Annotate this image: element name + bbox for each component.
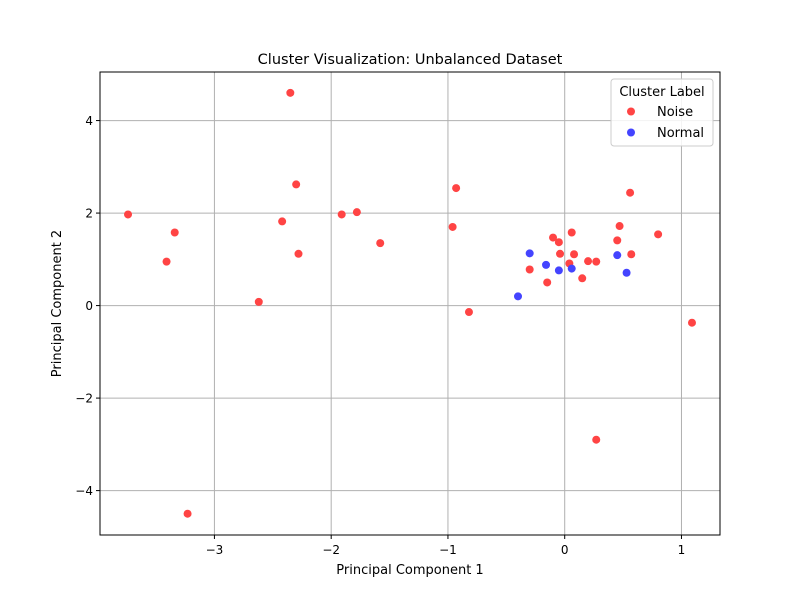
x-tick-label: −2 [322,543,340,557]
data-point-noise [592,257,601,266]
data-point-noise [570,250,579,259]
data-point-noise [567,228,576,237]
legend-title: Cluster Label [619,85,704,100]
data-point-noise [543,278,552,287]
data-point-noise [278,217,287,226]
data-point-noise [654,230,663,239]
y-tick-label: 4 [85,114,93,128]
data-point-noise [254,297,263,306]
x-tick-label: −3 [206,543,224,557]
data-point-noise [525,265,534,274]
data-point-noise [592,435,601,444]
data-point-noise [124,210,133,219]
data-point-noise [687,318,696,327]
y-tick-label: −4 [75,484,93,498]
y-tick-label: 0 [85,299,93,313]
data-point-noise [626,188,635,197]
data-point-normal [525,249,534,258]
y-tick-label: 2 [85,207,93,221]
data-point-normal [514,292,523,301]
data-point-noise [286,88,295,97]
data-point-noise [464,308,473,317]
x-axis-ticks: −3 −2 −1 0 1 [206,535,686,557]
data-point-noise [294,249,303,258]
legend-label-normal: Normal [657,126,704,141]
legend-label-noise: Noise [657,105,693,120]
data-point-noise [170,228,179,237]
y-tick-label: −2 [75,392,93,406]
data-point-noise [613,236,622,245]
data-point-noise [452,184,461,193]
x-tick-label: −1 [439,543,457,557]
data-point-noise [556,249,565,258]
legend-box [610,78,714,147]
data-point-normal [613,251,622,260]
data-point-noise [627,250,636,259]
data-point-normal [622,268,631,277]
data-point-noise [183,509,192,518]
legend-marker-noise [627,107,635,116]
x-tick-label: 0 [561,543,569,557]
data-point-noise [376,239,385,248]
data-point-noise [549,233,558,242]
data-point-normal [554,266,563,275]
legend: Cluster Label Noise Normal [610,78,714,147]
data-point-normal [567,264,576,273]
data-point-noise [337,210,346,219]
data-point-noise [578,274,587,283]
chart-title: Cluster Visualization: Unbalanced Datase… [258,52,563,68]
data-point-noise [584,257,593,266]
y-axis-ticks: −4 −2 0 2 4 [75,114,100,498]
data-point-noise [448,222,457,231]
data-point-noise [352,208,361,217]
legend-marker-normal [627,128,635,137]
y-axis-label: Principal Component 2 [50,230,65,377]
data-point-noise [162,257,171,266]
data-points [124,88,696,518]
data-point-noise [292,180,301,189]
plot-frame [99,71,721,536]
x-axis-label: Principal Component 1 [336,563,483,578]
data-point-normal [542,260,551,269]
data-point-noise [615,222,624,231]
data-point-noise [554,238,563,247]
x-tick-label: 1 [678,543,686,557]
